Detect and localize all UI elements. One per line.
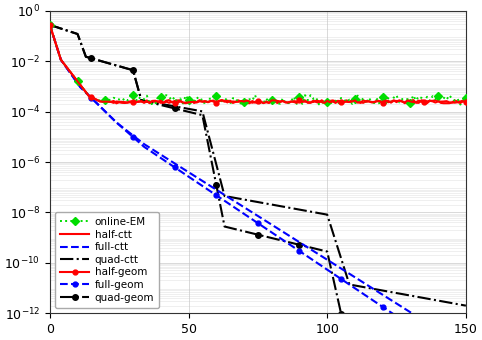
online-EM — [463, 96, 469, 100]
full-ctt — [463, 336, 469, 340]
Line: half-geom: half-geom — [47, 22, 469, 105]
online-EM — [383, 103, 388, 107]
half-ctt — [113, 101, 119, 105]
full-geom — [47, 23, 53, 27]
full-ctt — [194, 175, 200, 180]
Line: full-geom: full-geom — [47, 22, 469, 340]
online-EM — [249, 99, 255, 103]
quad-geom — [299, 243, 305, 248]
half-ctt — [341, 100, 347, 104]
quad-geom — [249, 231, 255, 235]
half-geom — [310, 100, 316, 104]
quad-ctt — [310, 210, 316, 214]
quad-geom — [344, 336, 349, 340]
full-ctt — [249, 210, 255, 215]
online-EM — [194, 95, 200, 99]
full-geom — [310, 258, 316, 262]
half-geom — [457, 101, 463, 105]
half-ctt — [457, 99, 463, 103]
half-geom — [455, 100, 460, 104]
half-geom — [299, 100, 305, 104]
half-ctt — [302, 98, 308, 102]
half-geom — [338, 100, 344, 104]
quad-ctt — [299, 208, 305, 212]
full-geom — [457, 336, 463, 340]
quad-ctt — [47, 23, 53, 27]
full-geom — [338, 277, 344, 281]
full-ctt — [47, 23, 53, 27]
online-EM — [457, 103, 463, 107]
half-ctt — [47, 23, 53, 27]
half-ctt — [463, 101, 469, 105]
Line: half-ctt: half-ctt — [50, 25, 466, 103]
Line: online-EM: online-EM — [47, 22, 469, 108]
quad-geom — [47, 23, 53, 27]
quad-ctt — [338, 256, 344, 260]
full-ctt — [457, 336, 463, 340]
online-EM — [338, 96, 344, 100]
quad-geom — [310, 246, 316, 250]
quad-ctt — [249, 199, 255, 203]
half-ctt — [197, 98, 202, 102]
online-EM — [47, 23, 53, 27]
Line: quad-ctt: quad-ctt — [50, 25, 466, 306]
full-geom — [194, 180, 200, 184]
half-geom — [463, 100, 469, 104]
half-geom — [194, 100, 200, 104]
full-ctt — [299, 242, 305, 246]
online-EM — [299, 102, 305, 106]
full-ctt — [338, 267, 344, 271]
full-ctt — [449, 336, 455, 340]
half-ctt — [313, 100, 319, 104]
full-geom — [427, 336, 433, 340]
online-EM — [310, 97, 316, 101]
quad-ctt — [194, 108, 200, 113]
full-geom — [463, 336, 469, 340]
quad-geom — [194, 112, 200, 116]
half-geom — [47, 23, 53, 27]
half-geom — [249, 101, 255, 105]
full-geom — [249, 217, 255, 221]
full-ctt — [310, 249, 316, 253]
quad-geom — [457, 336, 463, 340]
quad-ctt — [463, 304, 469, 308]
quad-ctt — [455, 302, 460, 306]
quad-geom — [463, 336, 469, 340]
Line: full-ctt: full-ctt — [50, 25, 466, 338]
half-ctt — [252, 101, 258, 105]
quad-geom — [338, 312, 344, 316]
Line: quad-geom: quad-geom — [47, 22, 469, 340]
full-geom — [299, 251, 305, 255]
Legend: online-EM, half-ctt, full-ctt, quad-ctt, half-geom, full-geom, quad-geom: online-EM, half-ctt, full-ctt, quad-ctt,… — [55, 212, 160, 308]
